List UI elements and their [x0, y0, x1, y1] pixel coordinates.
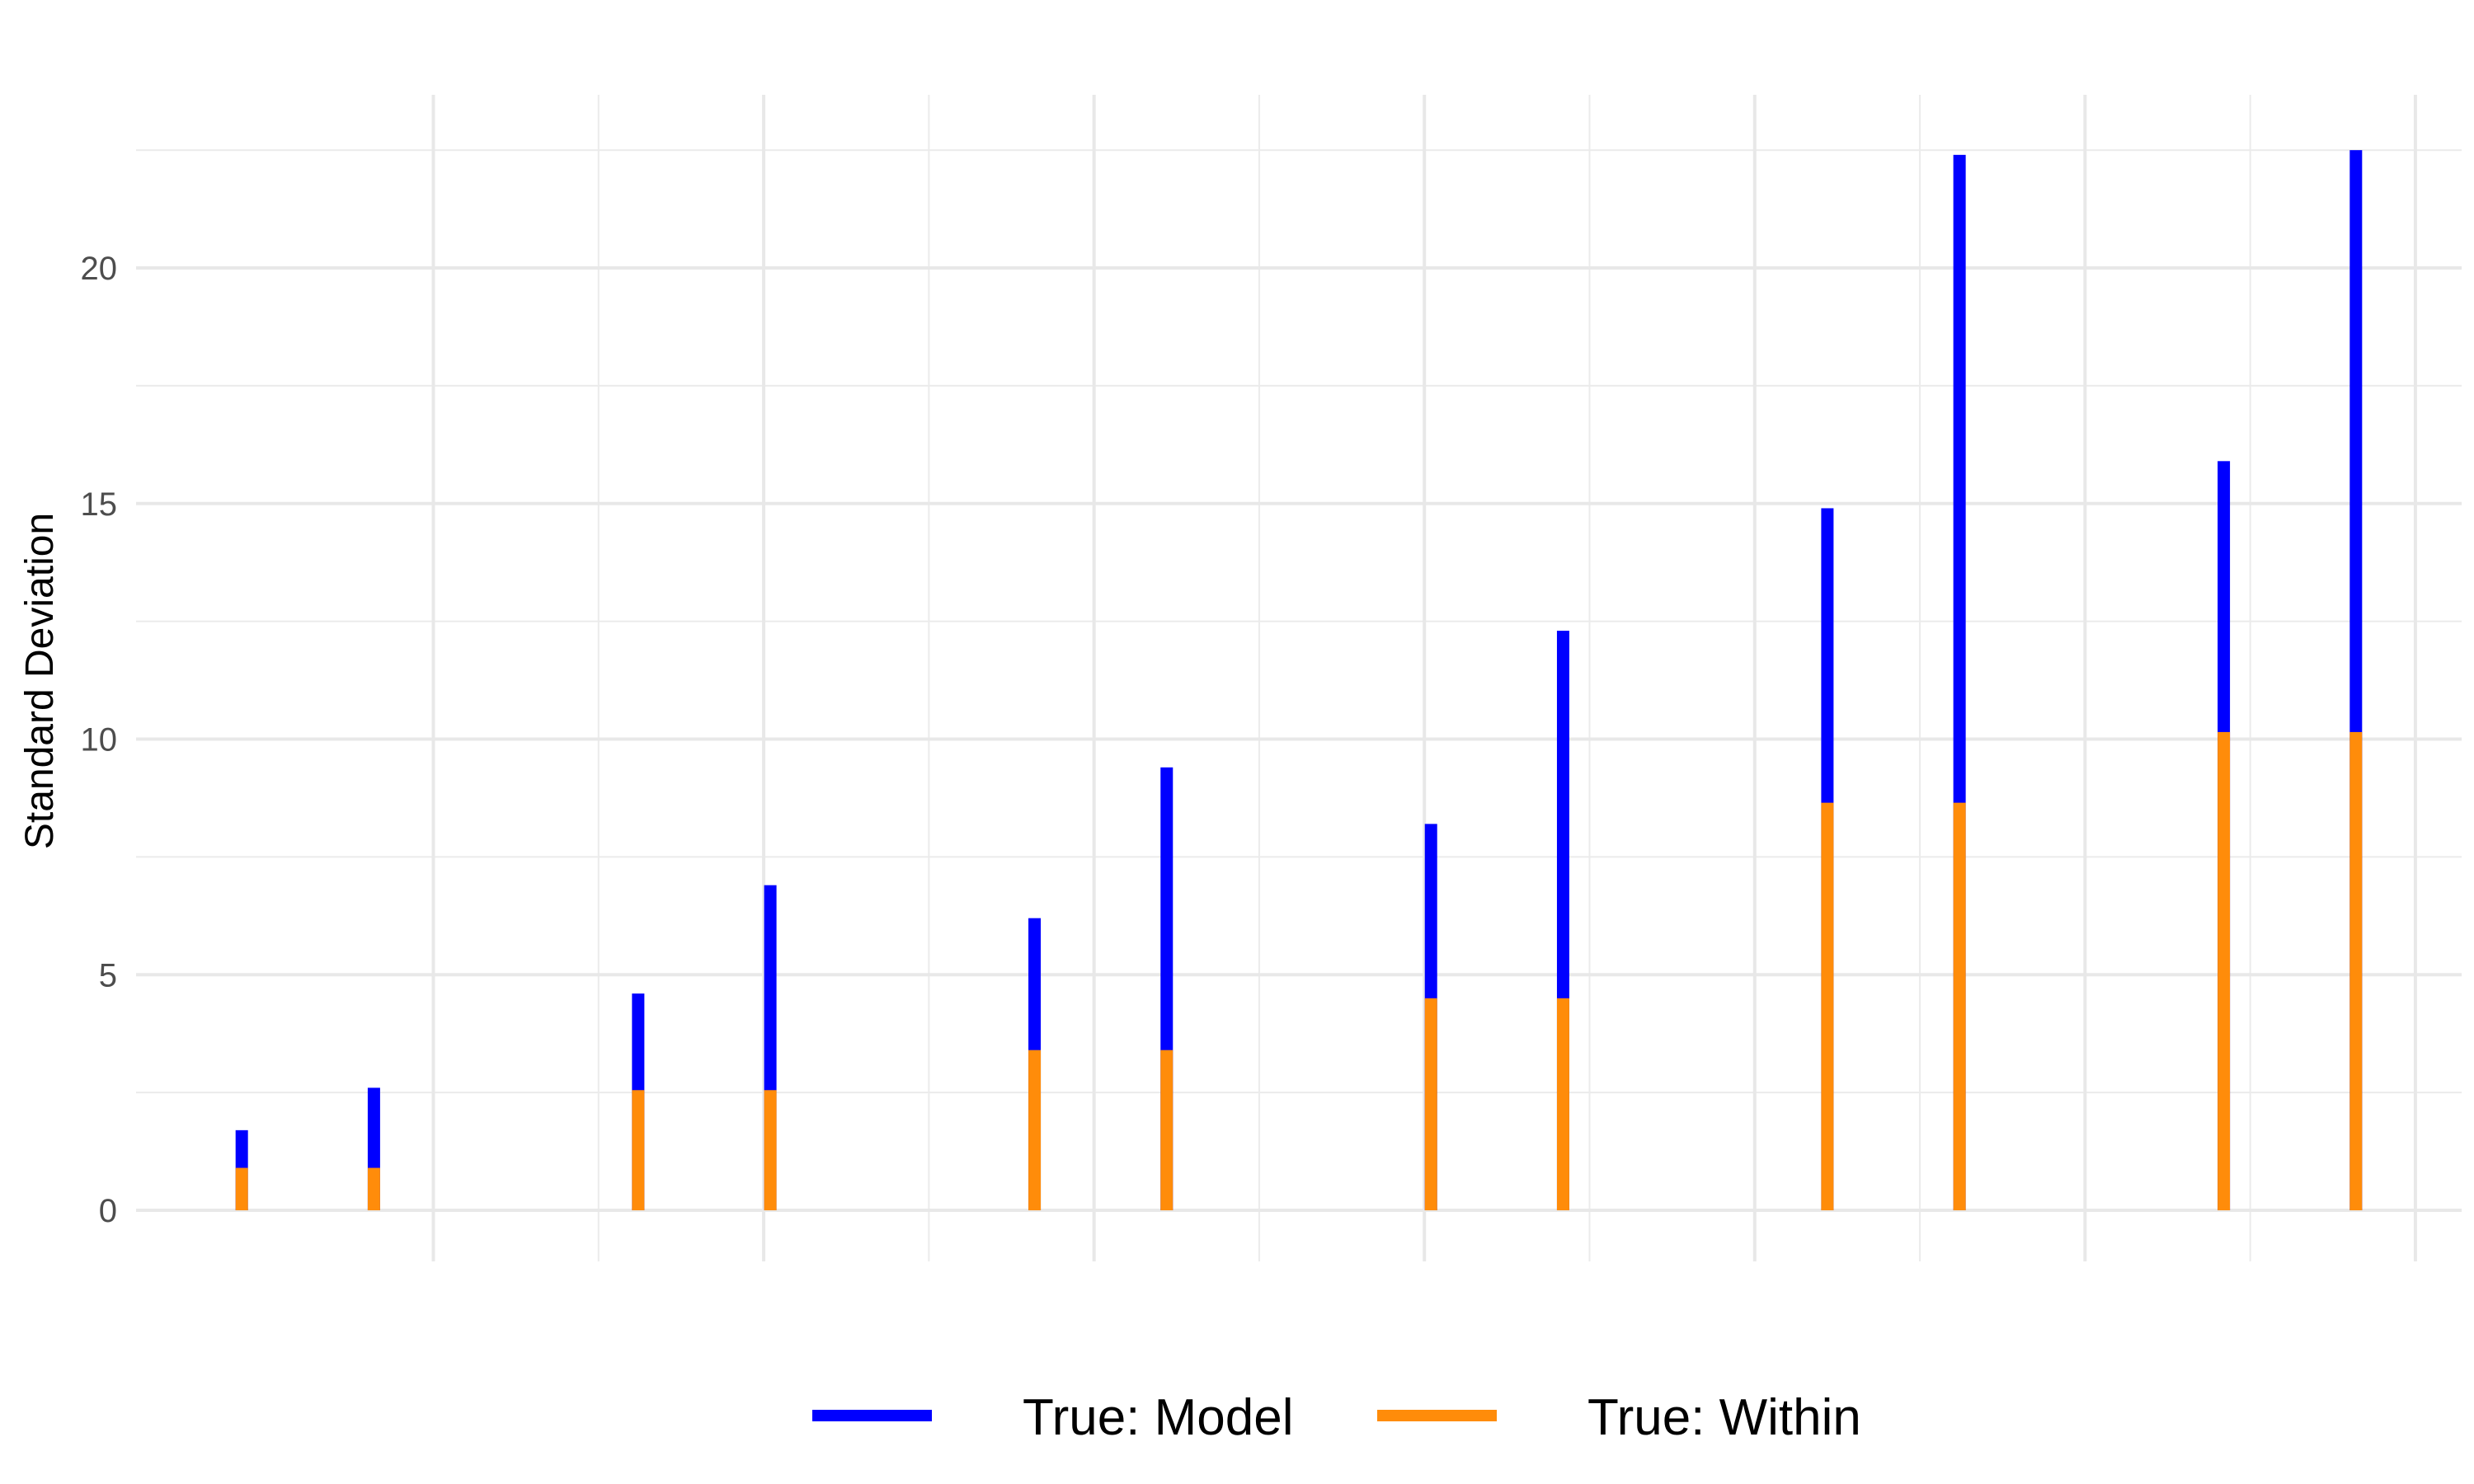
legend: True: Model True: Within: [812, 1389, 1861, 1446]
bar-within: [367, 1167, 380, 1210]
y-tick-label: 5: [99, 957, 117, 993]
y-axis: 0 5 10 15 20: [81, 251, 118, 1229]
legend-label: True: Model: [1023, 1389, 1294, 1446]
bar-within: [1821, 802, 1834, 1210]
y-tick-label: 15: [81, 486, 118, 523]
bar-within: [1424, 998, 1437, 1210]
legend-key: [1377, 1410, 1497, 1421]
y-axis-title: Standard Deviation: [18, 513, 62, 849]
bar-within: [1953, 802, 1966, 1210]
legend-key: [812, 1410, 932, 1421]
bar-within: [1160, 1050, 1174, 1210]
y-tick-label: 20: [81, 251, 118, 287]
y-tick-label: 0: [99, 1193, 117, 1229]
bar-within: [2349, 731, 2363, 1210]
bar-within: [1028, 1050, 1042, 1210]
bar-within: [2218, 731, 2231, 1210]
bars: [235, 150, 2363, 1211]
bar-within: [1556, 998, 1569, 1210]
legend-label: True: Within: [1587, 1389, 1861, 1446]
bar-within: [632, 1090, 645, 1210]
bar-within: [235, 1167, 248, 1210]
grid: [136, 95, 2462, 1261]
bar-within: [764, 1090, 777, 1210]
y-tick-label: 10: [81, 722, 118, 758]
